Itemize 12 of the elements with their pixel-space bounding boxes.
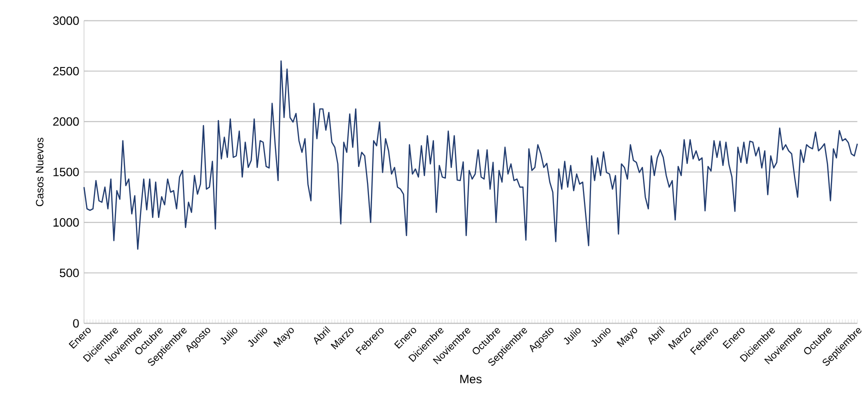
x-axis-title: Mes <box>460 374 482 384</box>
line-series <box>83 60 858 250</box>
y-tick-label: 3000 <box>53 16 79 25</box>
y-tick-label: 2500 <box>53 66 79 76</box>
y-tick-label: 0 <box>73 319 79 328</box>
y-axis-title: Casos Nuevos <box>36 138 44 206</box>
x-tick-label: Julio <box>220 328 238 344</box>
y-tick-label: 1500 <box>54 168 79 176</box>
x-tick-label: Julio <box>564 328 581 344</box>
y-tick-label: 2000 <box>53 117 79 126</box>
y-tick-label: 1000 <box>54 218 79 227</box>
y-tick-label: 500 <box>60 268 79 278</box>
